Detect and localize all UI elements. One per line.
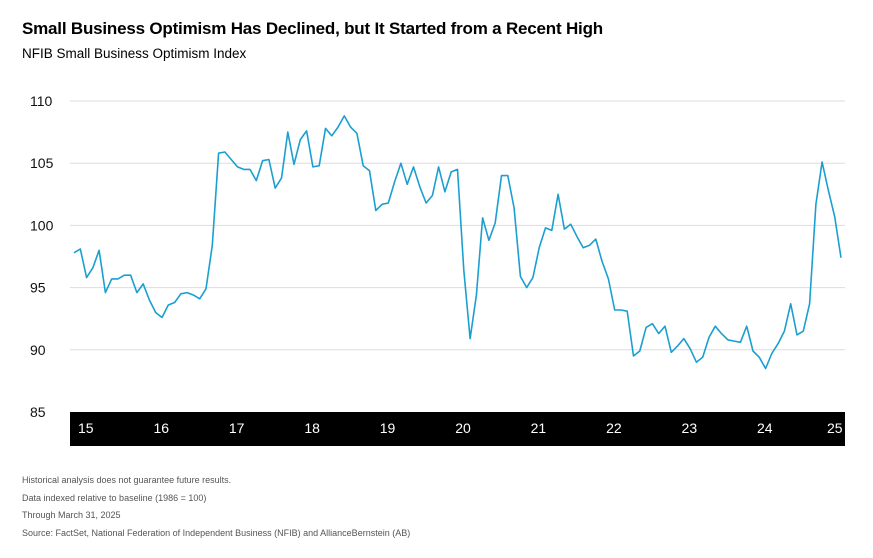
y-tick-label: 105 — [30, 155, 54, 171]
x-axis-band — [70, 412, 845, 446]
series-line — [73, 115, 842, 370]
footnote-disclaimer: Historical analysis does not guarantee f… — [22, 475, 232, 485]
footnotes: Historical analysis does not guarantee f… — [22, 472, 410, 542]
y-tick-label: 110 — [30, 93, 53, 109]
x-tick-label: 21 — [531, 420, 547, 436]
x-tick-label: 23 — [682, 420, 698, 436]
x-tick-label: 22 — [606, 420, 622, 436]
x-tick-label: 18 — [304, 420, 320, 436]
x-tick-label: 17 — [229, 420, 245, 436]
x-tick-label: 19 — [380, 420, 396, 436]
y-tick-label: 90 — [30, 342, 46, 358]
footnote-date: Through March 31, 2025 — [22, 510, 121, 520]
y-tick-label: 95 — [30, 280, 46, 296]
footnote-source: Source: FactSet, National Federation of … — [22, 527, 411, 538]
chart-subtitle: NFIB Small Business Optimism Index — [22, 46, 247, 61]
x-tick-label: 24 — [757, 420, 773, 436]
chart-title: Small Business Optimism Has Declined, bu… — [22, 19, 603, 38]
x-tick-label: 15 — [78, 420, 94, 436]
x-tick-label: 25 — [827, 420, 843, 436]
footnote-baseline: Data indexed relative to baseline (1986 … — [22, 492, 207, 503]
y-tick-label: 100 — [30, 217, 54, 233]
x-tick-label: 20 — [455, 420, 471, 436]
y-tick-label: 85 — [30, 404, 46, 420]
x-tick-label: 16 — [153, 420, 169, 436]
